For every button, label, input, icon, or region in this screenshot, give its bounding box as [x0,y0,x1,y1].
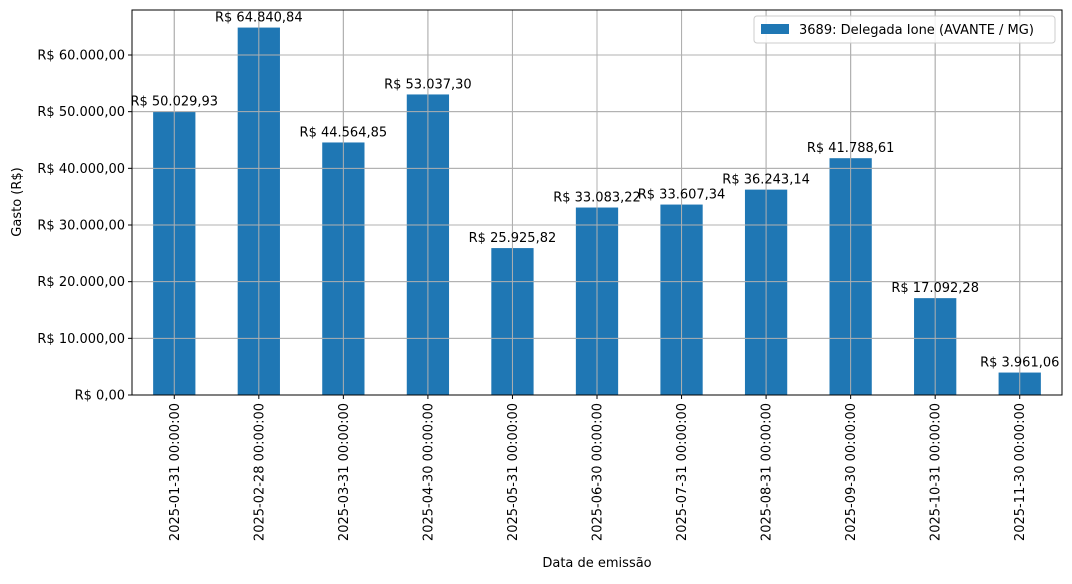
plot-frame [131,9,1063,396]
bar-value-label: R$ 64.840,84 [215,11,303,26]
bar-value-label: R$ 44.564,85 [300,125,388,140]
x-tick-label: 2025-08-31 00:00:00 [760,403,775,541]
bar-value-labels: R$ 50.029,93 R$ 64.840,84 R$ 44.564,85 R$ 5… [130,10,1062,396]
x-tick-label: 2025-06-30 00:00:00 [591,403,606,541]
bar-value-label: R$ 41.788,61 [807,141,895,156]
y-tick-label: R$ 60.000,00 [37,49,125,64]
y-tick-label: R$ 40.000,00 [37,162,125,177]
bar-value-label: R$ 3.961,06 [980,356,1059,371]
x-tick-label: 2025-05-31 00:00:00 [506,403,521,541]
legend-label: 3689: Delegada Ione (AVANTE / MG) [799,23,1034,38]
bar-value-label: R$ 17.092,28 [891,281,979,296]
x-tick-label: 2025-03-31 00:00:00 [337,403,352,541]
x-tick-label: 2025-02-28 00:00:00 [252,403,267,541]
axes: R$ 0,00 R$ 10.000,00 R$ 20.000,00 R$ 30.000… [37,9,1063,541]
bar-value-label: R$ 33.607,34 [638,188,726,203]
y-axis-label: Gasto (R$) [10,167,25,236]
legend-swatch [761,24,789,34]
y-tick-label: R$ 10.000,00 [37,332,125,347]
x-tick-label: 2025-09-30 00:00:00 [844,403,859,541]
bar-value-label: R$ 25.925,82 [469,231,557,246]
bar-value-label: R$ 53.037,30 [384,77,472,92]
x-axis-label: Data de emissão [542,556,651,571]
bar-value-label: R$ 33.083,22 [553,191,641,206]
y-tick-label: R$ 50.000,00 [37,105,125,120]
y-tick-label: R$ 0,00 [75,389,125,404]
legend-box [753,15,1056,44]
x-tick-label: 2025-10-31 00:00:00 [929,403,944,541]
x-tick-label: 2025-11-30 00:00:00 [1013,403,1028,541]
x-tick-label: 2025-07-31 00:00:00 [675,403,690,541]
bar-value-label: R$ 36.243,14 [722,173,810,188]
y-tick-label: R$ 30.000,00 [37,219,125,234]
legend: 3689: Delegada Ione (AVANTE / MG) [753,15,1056,44]
x-tick-label: 2025-01-31 00:00:00 [168,403,183,541]
x-tick-label: 2025-04-30 00:00:00 [421,403,436,541]
bar-value-label: R$ 50.029,93 [130,94,218,109]
y-tick-label: R$ 20.000,00 [37,275,125,290]
